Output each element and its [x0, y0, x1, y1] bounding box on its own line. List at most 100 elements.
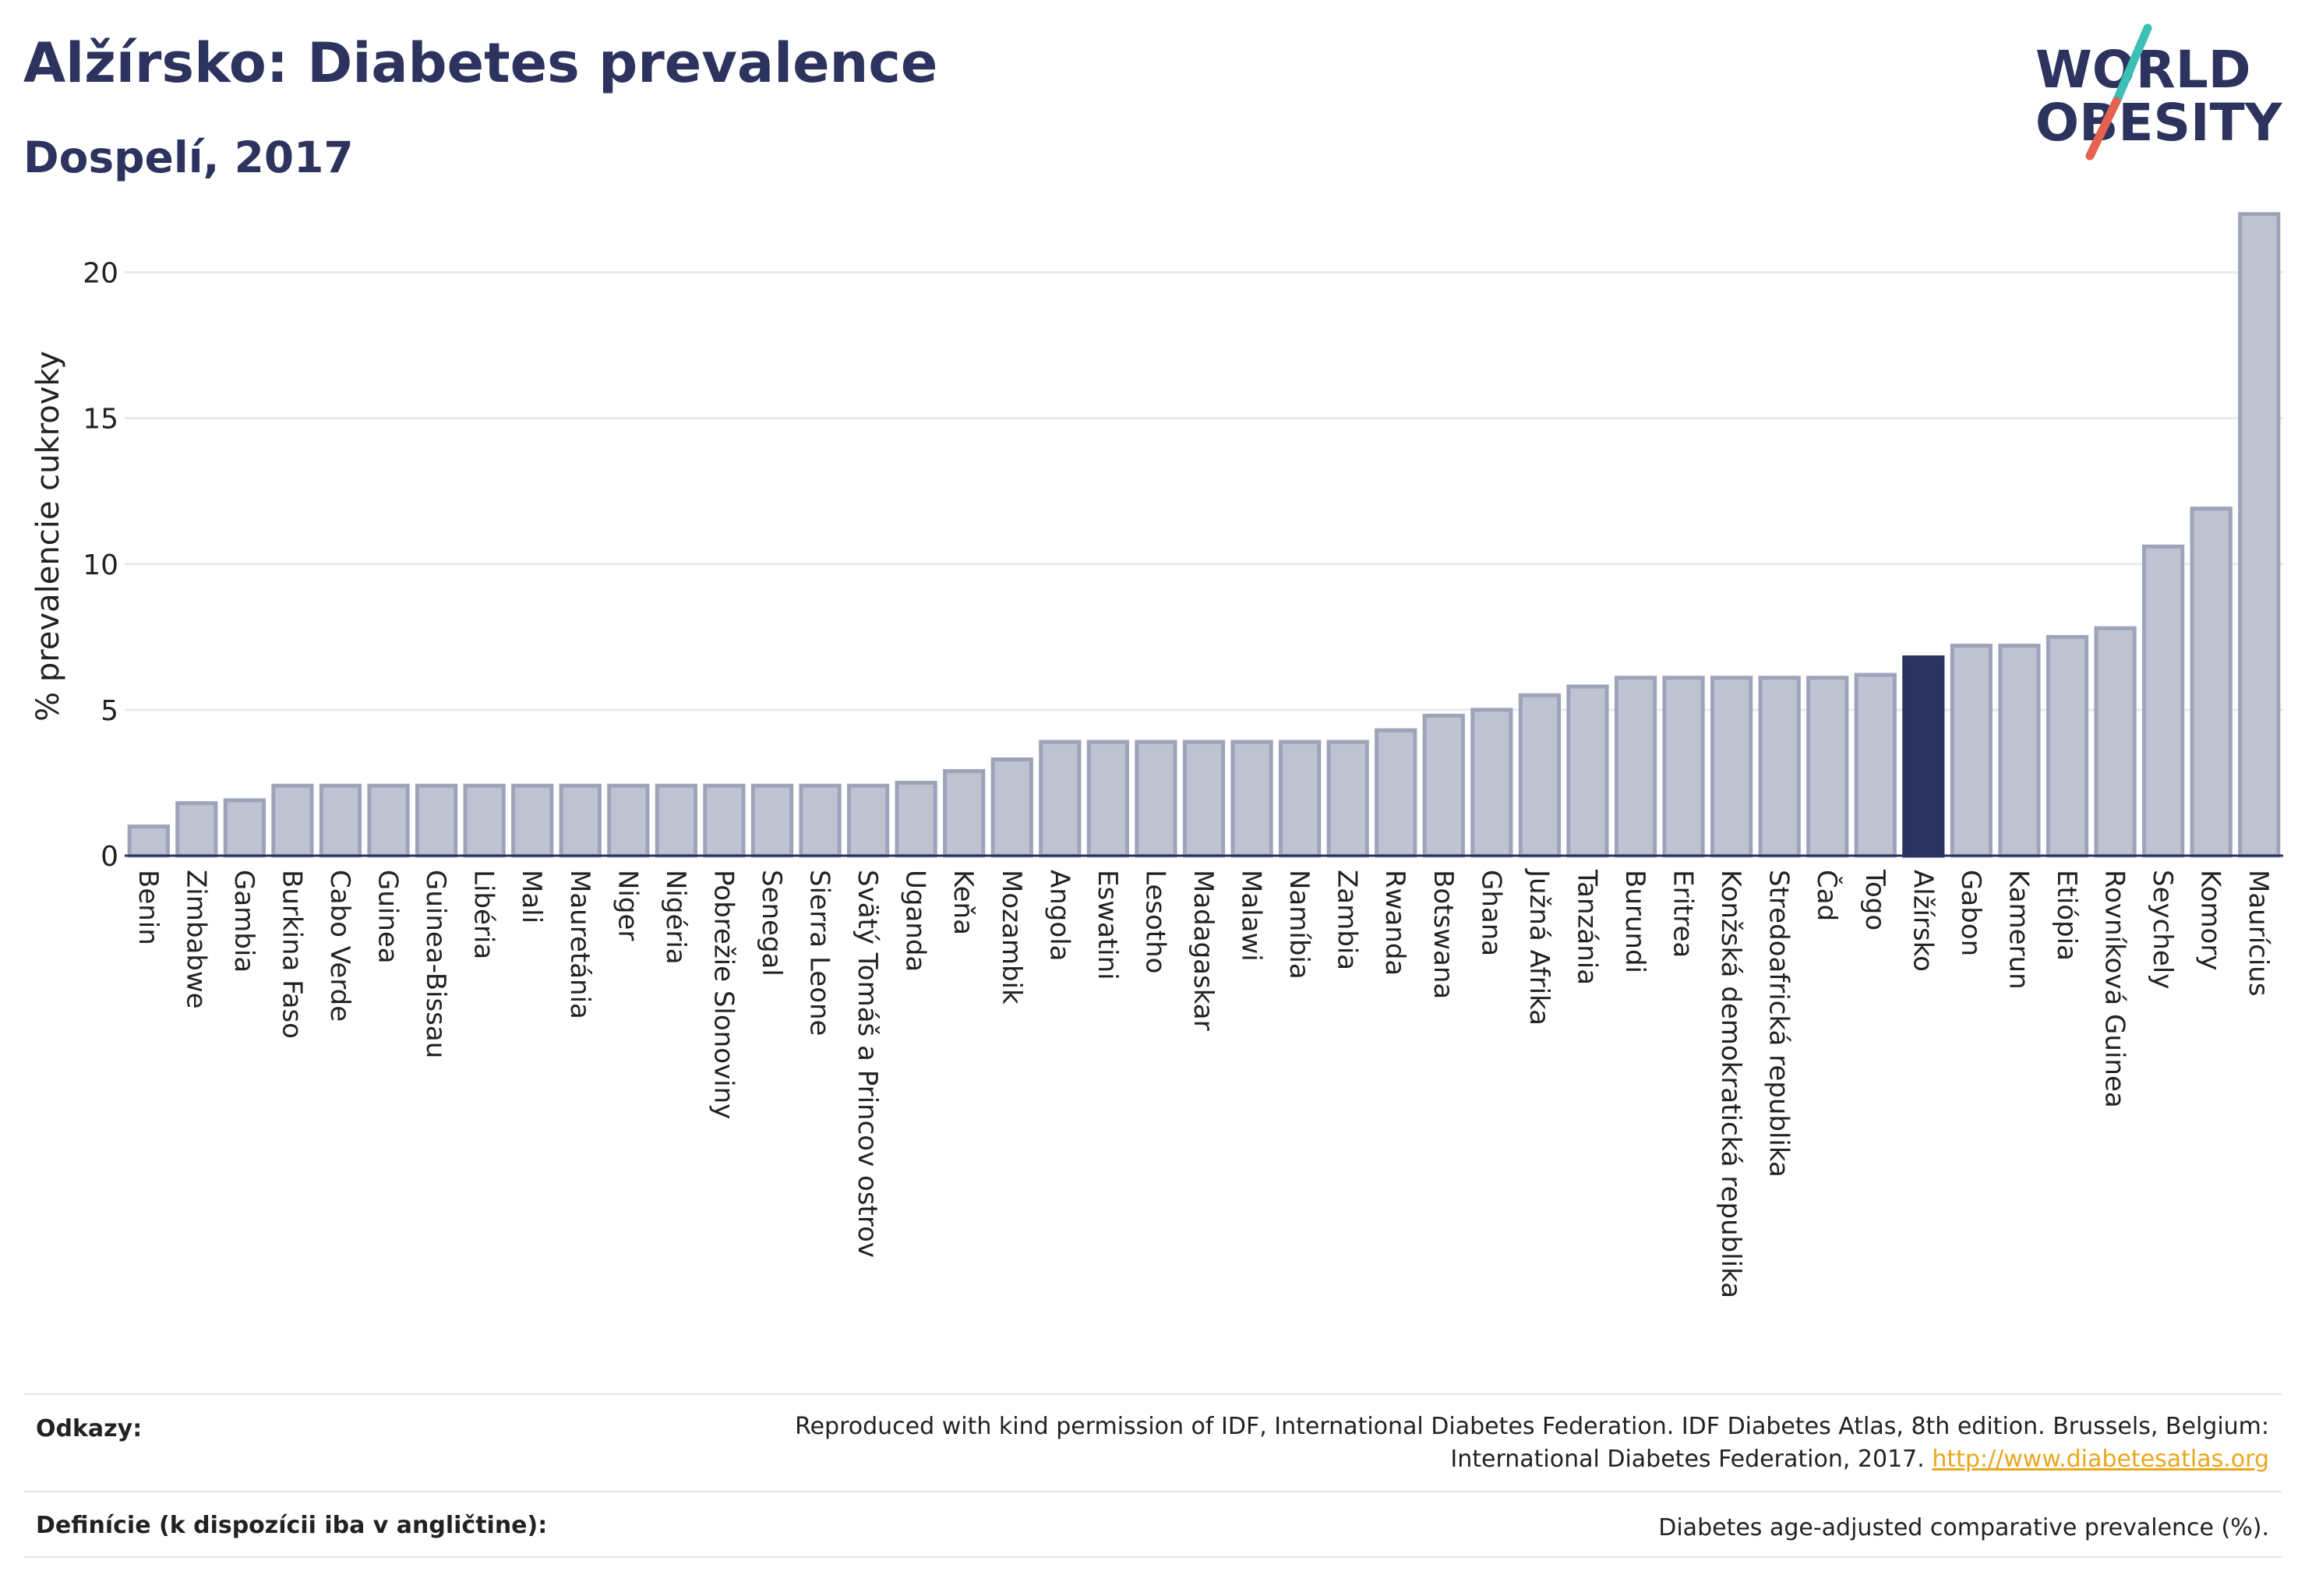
x-tick-label: Ghana	[1475, 870, 1506, 956]
x-tick-label: Mali	[516, 870, 547, 923]
x-tick-label: Rovníková Guinea	[2099, 870, 2130, 1108]
bar	[1422, 713, 1465, 858]
bar	[1039, 740, 1082, 858]
x-tick-label: Maurícius	[2243, 870, 2274, 997]
x-tick-label: Svätý Tomáš a Princov ostrov	[852, 870, 883, 1258]
x-tick-label: Mauretánia	[564, 870, 595, 1019]
bar	[1758, 676, 1801, 858]
bar	[223, 798, 267, 858]
x-tick-label: Zambia	[1332, 870, 1363, 970]
bar	[463, 783, 506, 858]
footer-divider-top	[23, 1393, 2282, 1395]
bar-highlighted	[1902, 655, 1945, 858]
bar	[750, 783, 794, 858]
footer-divider-bottom	[23, 1556, 2282, 1558]
bar	[319, 783, 362, 858]
x-tick-label: Malawi	[1236, 870, 1267, 962]
world-obesity-logo-icon: WORLD OBESITY	[2034, 23, 2283, 167]
y-tick-label: 15	[83, 404, 118, 436]
page-title: Alžírsko: Diabetes prevalence	[23, 31, 938, 95]
y-tick-label: 5	[101, 695, 118, 727]
bar	[895, 780, 937, 858]
bar	[127, 824, 170, 858]
x-tick-label: Eswatini	[1092, 870, 1123, 980]
x-tick-label: Uganda	[900, 870, 931, 972]
x-tick-label: Seychely	[2147, 870, 2178, 989]
logo-slash-teal	[2112, 23, 2152, 106]
references-line-2-text: International Diabetes Federation, 2017.	[1450, 1446, 1925, 1473]
logo-slash-red	[2085, 97, 2121, 161]
bar	[846, 783, 890, 858]
bar	[1854, 673, 1897, 858]
bar	[655, 783, 698, 858]
bar	[175, 801, 218, 858]
bar	[1278, 740, 1322, 858]
bar	[2046, 634, 2089, 858]
x-tick-label: Niger	[612, 870, 643, 941]
y-axis-label: % prevalencie cukrovky	[30, 351, 66, 722]
references-line-2: International Diabetes Federation, 2017.…	[795, 1443, 2269, 1476]
bar	[1614, 676, 1657, 858]
x-tick-label: Nigéria	[660, 870, 691, 965]
x-tick-label: Konžská demokratická republika	[1715, 870, 1746, 1298]
footer-divider-middle	[23, 1491, 2282, 1492]
bar	[1470, 708, 1513, 858]
x-tick-label: Sierra Leone	[804, 870, 835, 1036]
definitions-label: Definície (k dispozícii iba v angličtine…	[36, 1512, 548, 1539]
logo-line-2: OBESITY	[2035, 93, 2283, 153]
bar	[271, 783, 314, 858]
x-tick-label: Zimbabwe	[180, 870, 211, 1009]
bar	[559, 783, 602, 858]
y-tick-labels: 0 5 10 15 20	[83, 258, 118, 873]
bar	[1806, 676, 1849, 858]
x-tick-label: Gabon	[1955, 870, 1986, 956]
bar	[990, 757, 1033, 858]
bar	[1518, 693, 1562, 858]
bar	[799, 783, 842, 858]
x-tick-label: Mozambik	[996, 870, 1027, 1005]
bar	[1375, 728, 1417, 858]
bar	[2190, 507, 2233, 858]
bar	[2238, 212, 2281, 858]
bar	[1086, 740, 1130, 858]
bar	[367, 783, 410, 858]
x-tick-labels: Benin Zimbabwe Gambia Burkina Faso Cabo Verd…	[132, 868, 2274, 1298]
x-tick-label: Burundi	[1619, 870, 1650, 973]
x-tick-label: Komory	[2195, 870, 2226, 970]
bar	[1135, 740, 1177, 858]
x-tick-label: Benin	[132, 870, 164, 945]
definitions-text: Diabetes age-adjusted comparative preval…	[1658, 1514, 2269, 1541]
bar	[1326, 740, 1369, 858]
x-tick-label: Botswana	[1428, 870, 1459, 999]
x-tick-label: Angola	[1043, 870, 1075, 961]
bar	[1182, 740, 1226, 858]
bars	[127, 212, 2281, 858]
x-tick-label: Guinea	[372, 870, 404, 964]
references-text: Reproduced with kind permission of IDF, …	[795, 1411, 2269, 1476]
x-tick-label: Kamerun	[2003, 870, 2034, 990]
x-tick-label: Lesotho	[1139, 870, 1170, 973]
bar	[511, 783, 554, 858]
x-tick-label: Libéria	[468, 870, 499, 959]
bar	[1662, 676, 1705, 858]
bar	[415, 783, 458, 858]
bar	[1998, 644, 2041, 858]
x-tick-label: Pobrežie Slonoviny	[708, 870, 739, 1119]
x-tick-label: Tanzánia	[1571, 869, 1602, 985]
x-tick-label: Namíbia	[1283, 870, 1315, 980]
diabetes-atlas-link[interactable]: http://www.diabetesatlas.org	[1932, 1446, 2269, 1473]
x-tick-label: Guinea-Bissau	[420, 870, 451, 1058]
x-tick-label: Madagaskar	[1188, 870, 1219, 1031]
x-tick-label: Rwanda	[1379, 870, 1410, 976]
bar	[943, 768, 986, 858]
bar	[607, 783, 650, 858]
x-tick-label: Gambia	[228, 870, 259, 973]
bar	[2141, 544, 2185, 858]
y-tick-label: 10	[83, 549, 118, 581]
bar	[1710, 676, 1753, 858]
x-tick-label: Senegal	[756, 870, 787, 976]
x-tick-label: Čad	[1811, 870, 1843, 921]
page-subtitle: Dospelí, 2017	[23, 132, 354, 182]
references-line-1: Reproduced with kind permission of IDF, …	[795, 1413, 2269, 1440]
x-tick-label: Stredoafrická republika	[1763, 870, 1795, 1178]
